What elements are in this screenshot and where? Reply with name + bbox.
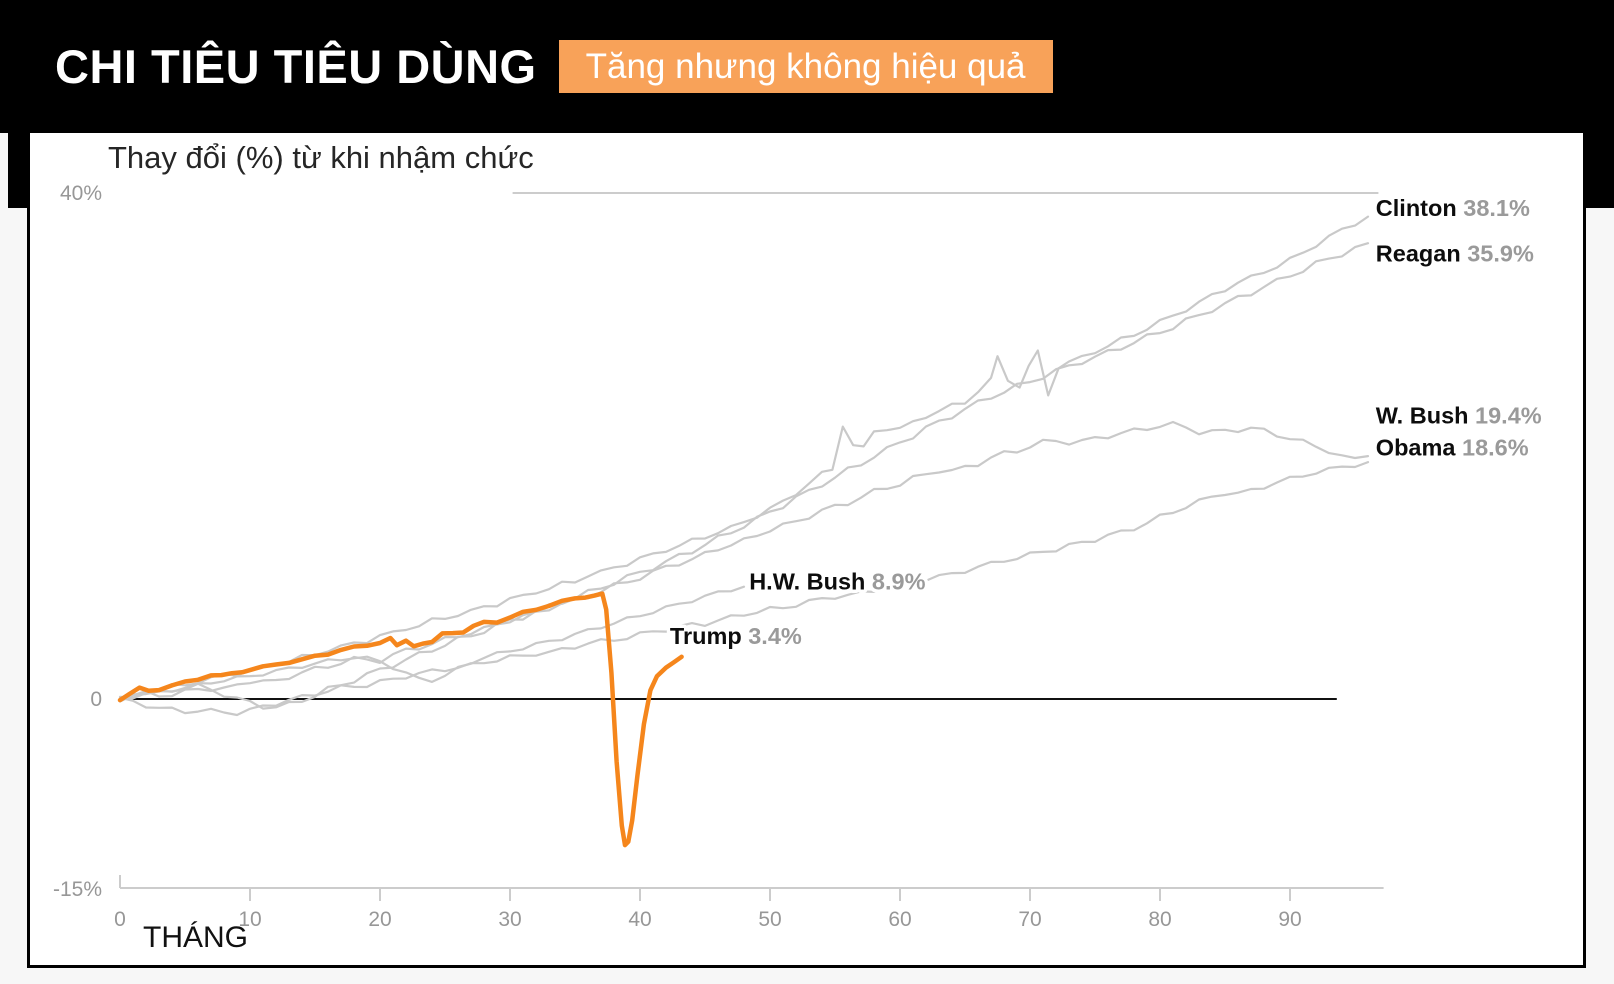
x-tick-label-0: 0 xyxy=(114,908,126,931)
y-tick-label--15: -15% xyxy=(53,878,102,901)
line-chart: 0 10 20 30 40 50 60 70 80 90 40% 0 -15% Clinton 38.1%… xyxy=(53,182,1545,931)
series-line-trump xyxy=(117,591,684,848)
series-line-reagan xyxy=(118,242,1370,710)
series-label-trump: Trump 3.4% xyxy=(670,623,802,649)
x-tick-label-60: 60 xyxy=(888,908,911,931)
series-label-reagan: Reagan 35.9% xyxy=(1376,241,1534,267)
x-tick-label-90: 90 xyxy=(1278,908,1301,931)
x-tick-label-40: 40 xyxy=(628,908,651,931)
series-line-clinton xyxy=(118,215,1370,701)
x-tick-label-50: 50 xyxy=(758,908,781,931)
series-label-h-w-bush: H.W. Bush 8.9% xyxy=(749,568,925,594)
header: CHI TIÊU TIÊU DÙNG Tăng nhưng không hiệu… xyxy=(0,0,1614,133)
chart-card: Thay đổi (%) từ khi nhậm chức 0 10 20 30 40 5… xyxy=(27,133,1586,968)
series-line-w-bush xyxy=(118,420,1370,703)
x-tick-label-70: 70 xyxy=(1018,908,1041,931)
y-tick-label-40: 40% xyxy=(60,182,102,205)
chart-title: Thay đổi (%) từ khi nhậm chức xyxy=(108,140,534,175)
header-badge: Tăng nhưng không hiệu quả xyxy=(558,40,1053,93)
page-title: CHI TIÊU TIÊU DÙNG xyxy=(55,40,537,93)
series-line-h-w-bush xyxy=(118,585,746,700)
x-tick-label-10: 10 xyxy=(238,908,261,931)
series-line-obama xyxy=(118,461,1370,717)
y-tick-label-0: 0 xyxy=(90,688,102,711)
x-tick-label-20: 20 xyxy=(368,908,391,931)
x-tick-label-80: 80 xyxy=(1148,908,1171,931)
series-label-clinton: Clinton 38.1% xyxy=(1376,195,1530,221)
series-label-w-bush: W. Bush 19.4% xyxy=(1376,403,1542,429)
x-tick-label-30: 30 xyxy=(498,908,521,931)
x-axis-title: THÁNG xyxy=(143,921,248,954)
series-label-obama: Obama 18.6% xyxy=(1376,434,1529,460)
